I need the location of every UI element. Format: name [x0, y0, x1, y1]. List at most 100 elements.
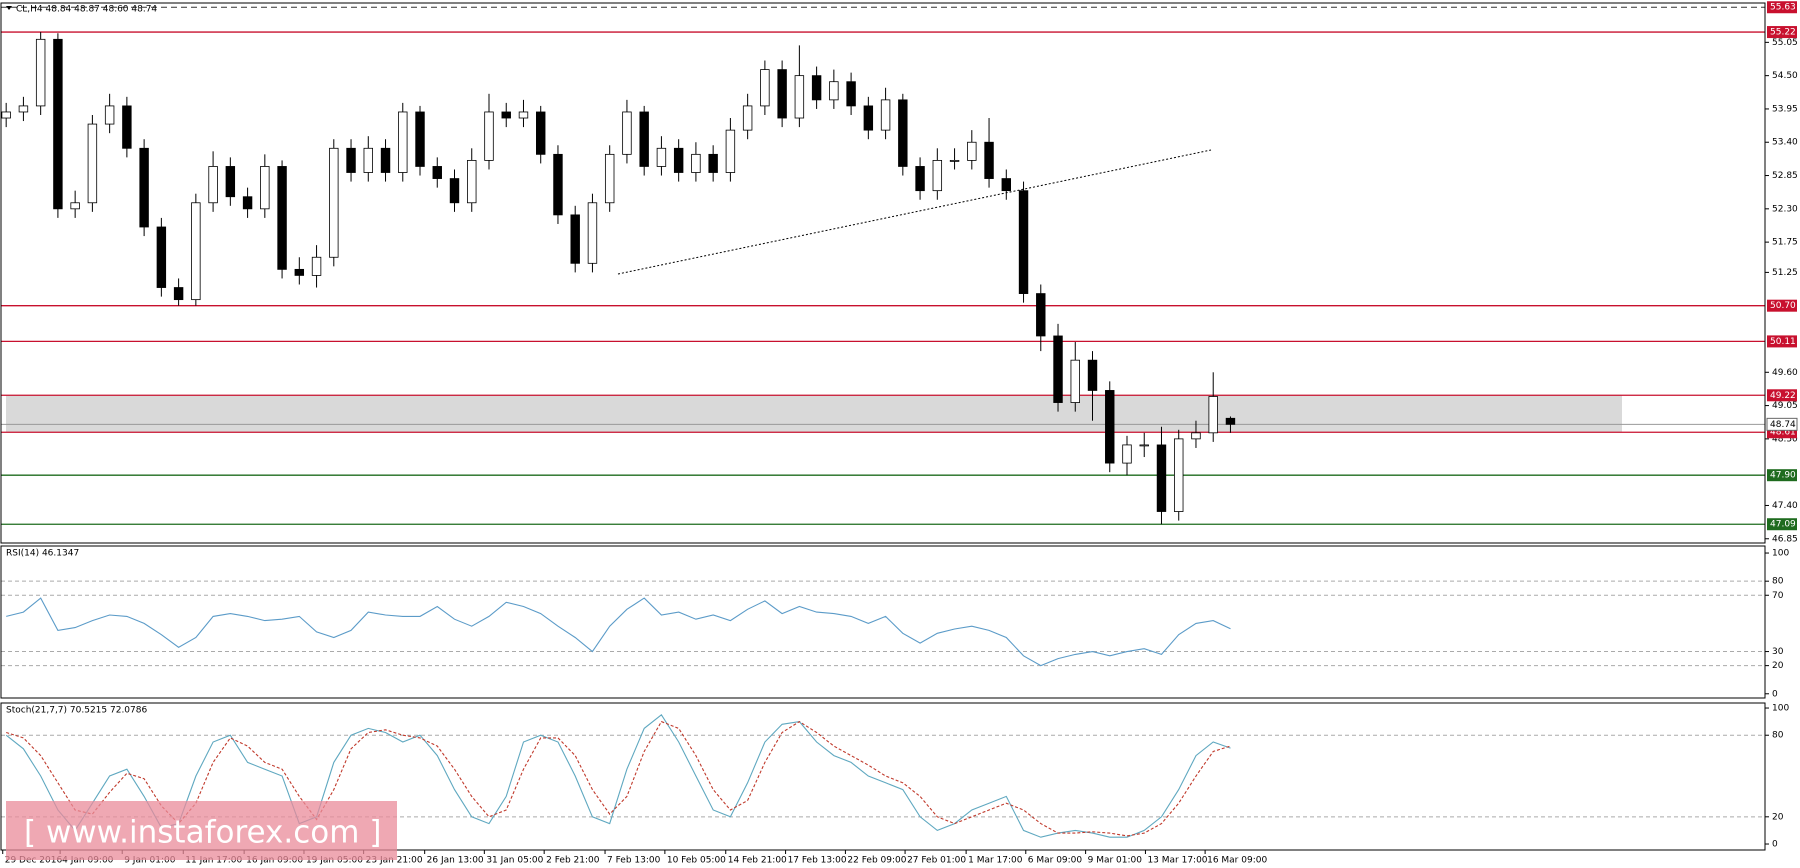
- candle-body: [294, 268, 305, 276]
- x-tick-label: 9 Jan 01:00: [124, 856, 176, 866]
- y-tick-label: 52.85: [1772, 171, 1798, 181]
- candle-body: [656, 147, 667, 167]
- level-label-box: [1767, 1, 1797, 14]
- level-label: 50.70: [1767, 299, 1797, 312]
- x-tick-label: 7 Feb 13:00: [607, 856, 661, 866]
- candle-body: [122, 105, 132, 149]
- candle-body: [777, 69, 787, 119]
- level-label-text: 55.22: [1770, 28, 1796, 38]
- candle-body: [915, 166, 925, 192]
- candle-body: [725, 129, 736, 173]
- candle-body: [604, 153, 615, 204]
- candle-body: [811, 75, 822, 101]
- x-tick-label: 19 Jan 05:00: [306, 856, 363, 866]
- candle-body: [191, 202, 201, 301]
- candle-body: [398, 111, 408, 173]
- candle-body: [277, 166, 287, 270]
- y-tick-label: 0: [1772, 840, 1778, 850]
- y-tick-label: 0: [1772, 689, 1778, 699]
- candle-body: [104, 105, 115, 125]
- y-tick-label: 49.05: [1772, 401, 1798, 411]
- rsi-panel-frame: [0, 545, 1766, 699]
- x-tick-label: 22 Feb 09:00: [847, 856, 906, 866]
- current-price-box: [1766, 417, 1798, 431]
- candle-body: [173, 287, 184, 301]
- y-tick-label: 80: [1772, 577, 1784, 587]
- candle-body: [1105, 390, 1115, 464]
- price-panel-frame: [0, 2, 1766, 544]
- candle-body: [363, 147, 373, 173]
- candle-body: [553, 153, 563, 216]
- y-tick-label: 70: [1772, 591, 1784, 601]
- y-tick-label: 54.50: [1772, 71, 1798, 81]
- candle-body: [1122, 444, 1132, 464]
- candle-body: [536, 111, 546, 155]
- y-tick-label: 100: [1772, 549, 1789, 559]
- level-label: 55.22: [1767, 26, 1797, 39]
- candle-body: [587, 202, 598, 264]
- candle-body: [518, 111, 529, 119]
- level-label-text: 47.90: [1770, 471, 1796, 481]
- x-tick-label: 16 Mar 09:00: [1207, 856, 1267, 866]
- candle-body: [898, 99, 908, 167]
- candle-body: [622, 111, 632, 155]
- candle-body: [708, 153, 718, 173]
- candle-body: [673, 147, 684, 173]
- level-label-box: [1767, 389, 1797, 402]
- y-tick-label: 30: [1772, 647, 1784, 657]
- candle-body: [449, 178, 460, 204]
- x-tick-label: 17 Feb 13:00: [788, 856, 847, 866]
- y-tick-label: 48.50: [1772, 434, 1798, 444]
- candle-body: [949, 159, 960, 162]
- indicator-line: [6, 720, 1231, 837]
- y-tick-label: 47.40: [1772, 501, 1798, 511]
- mark-layer: [1, 32, 1236, 838]
- stoch-panel-frame: [0, 702, 1766, 851]
- candle-body: [501, 111, 511, 119]
- candle-body: [639, 111, 649, 167]
- candle-body: [760, 69, 770, 107]
- level-label-box: [1767, 335, 1797, 348]
- candle-body: [260, 166, 270, 210]
- candle-body: [794, 75, 805, 119]
- level-label-text: 48.61: [1770, 428, 1796, 438]
- candle-body: [570, 214, 580, 264]
- level-layer: [1, 6, 1765, 525]
- candle-body: [1156, 444, 1167, 512]
- current-price-label: 48.74: [1770, 420, 1796, 430]
- candle-body: [380, 147, 391, 173]
- candle-body: [484, 111, 494, 161]
- candle-body: [35, 38, 46, 107]
- candle-body: [1001, 178, 1012, 192]
- candle-body: [432, 166, 442, 179]
- candle-body: [208, 166, 218, 204]
- candle-body: [467, 159, 477, 204]
- candle-body: [742, 105, 753, 131]
- candle-body: [829, 81, 839, 101]
- level-label: 49.22: [1767, 389, 1797, 402]
- symbol-arrow: [6, 6, 12, 10]
- rsi-title: RSI(14) 46.1347: [6, 549, 79, 559]
- level-label: 50.11: [1767, 335, 1797, 348]
- x-tick-label: 10 Feb 05:00: [667, 856, 726, 866]
- candle-body: [53, 38, 63, 210]
- watermark-box: [6, 801, 397, 860]
- y-tick-label: 51.25: [1772, 268, 1798, 278]
- level-label: 47.90: [1767, 469, 1797, 482]
- x-tick-label: 11 Jan 17:00: [185, 856, 242, 866]
- candle-body: [1, 111, 11, 119]
- candle-body: [1018, 190, 1029, 294]
- candle-body: [242, 196, 253, 210]
- indicator-line: [6, 597, 1231, 667]
- stoch-title: Stoch(21,7,7) 70.5215 72.0786: [6, 706, 147, 716]
- level-label-box: [1767, 469, 1797, 482]
- x-tick-label: 29 Dec 2016: [5, 856, 63, 866]
- trend-line: [617, 149, 1212, 275]
- y-tick-label: 100: [1772, 704, 1789, 714]
- candle-body: [1174, 438, 1184, 512]
- x-tick-label: 2 Feb 21:00: [546, 856, 600, 866]
- indicator-line: [5, 713, 1231, 838]
- y-tick-label: 46.85: [1772, 534, 1798, 544]
